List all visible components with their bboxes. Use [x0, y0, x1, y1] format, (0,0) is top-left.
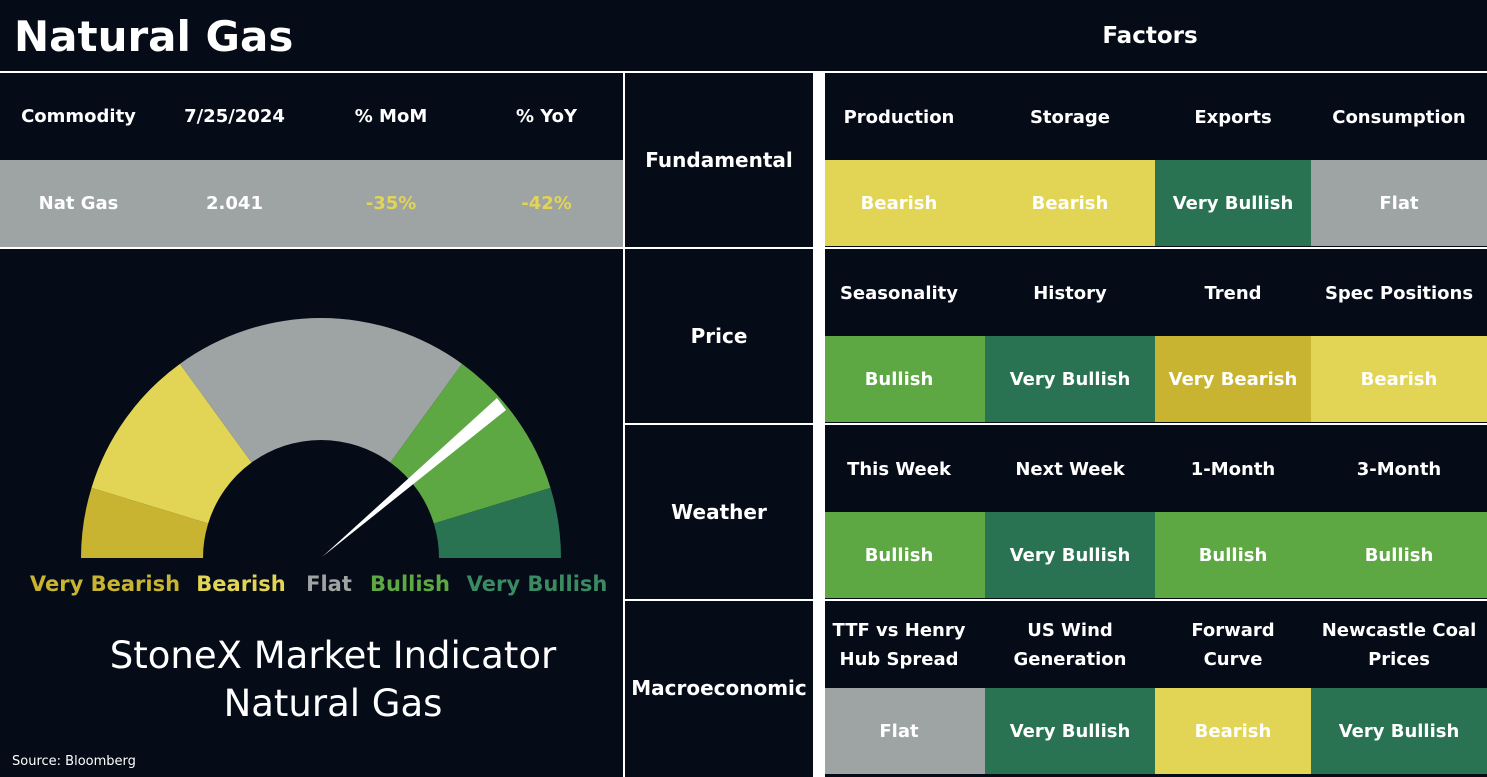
- divider: [0, 247, 623, 249]
- gauge-label: Very Bullish: [466, 571, 608, 596]
- factor-name: 3-Month: [1356, 458, 1442, 480]
- factor-rating: Bullish: [813, 336, 985, 422]
- divider: [623, 423, 1487, 425]
- factor-name: Spec Positions: [1324, 282, 1474, 304]
- gauge-label: Very Bearish: [29, 571, 181, 596]
- factor-rating: Very Bullish: [1155, 160, 1311, 246]
- table-header: Commodity: [21, 105, 136, 127]
- gauge-segment: [390, 363, 551, 524]
- factor-rating: Bearish: [985, 160, 1155, 246]
- factor-name: This Week: [847, 458, 951, 480]
- gauge: [81, 318, 561, 558]
- gauge-caption: StoneX Market Indicator: [109, 633, 557, 677]
- table-header: % MoM: [354, 105, 428, 127]
- table-cell: -35%: [365, 193, 417, 214]
- gauge-segment: [81, 487, 209, 558]
- factor-name: Seasonality: [839, 282, 959, 304]
- row-band: [0, 160, 623, 247]
- divider: [0, 71, 1487, 73]
- factor-rating: Flat: [1311, 160, 1487, 246]
- table-cell: Nat Gas: [38, 193, 119, 214]
- factor-rating: Bearish: [813, 160, 985, 246]
- source-note: Source: Bloomberg: [12, 753, 136, 769]
- factor-name: Next Week: [1015, 458, 1125, 480]
- factor-name: History: [1033, 282, 1107, 304]
- factor-name: Trend: [1204, 282, 1262, 304]
- factor-rating: Very Bullish: [985, 688, 1155, 774]
- gauge-label: Flat: [306, 571, 352, 596]
- factor-name: Production: [843, 106, 955, 128]
- gauge-caption: Natural Gas: [223, 681, 443, 725]
- factor-rating: Bearish: [1155, 688, 1311, 774]
- factor-category: Macroeconomic: [631, 675, 807, 700]
- factor-category: Weather: [671, 499, 767, 524]
- gauge-label: Bullish: [369, 571, 450, 596]
- factors-heading: Factors: [1102, 22, 1198, 49]
- factor-name: TTF vs Henry Hub Spread: [832, 620, 966, 670]
- table-cell: -42%: [521, 193, 572, 214]
- gauge-label: Bearish: [196, 571, 286, 596]
- factor-rating: Flat: [813, 688, 985, 774]
- divider: [623, 247, 1487, 249]
- factor-name: Forward Curve: [1191, 620, 1275, 670]
- factor-name: Newcastle Coal Prices: [1321, 620, 1477, 670]
- table-header: 7/25/2024: [184, 105, 285, 127]
- factor-rating: Very Bullish: [985, 512, 1155, 598]
- factor-rating: Bullish: [813, 512, 985, 598]
- factor-rating: Very Bullish: [1311, 688, 1487, 774]
- factor-rating: Bullish: [1155, 512, 1311, 598]
- gauge-segment: [433, 487, 561, 558]
- factor-name: Storage: [1029, 106, 1111, 128]
- gauge-segment: [179, 318, 463, 463]
- factor-name: Consumption: [1332, 106, 1466, 128]
- gauge-needle: [322, 398, 506, 557]
- gauge-segment: [91, 363, 252, 524]
- factor-rating: Very Bearish: [1155, 336, 1311, 422]
- factor-name: Exports: [1194, 106, 1272, 128]
- gauge-arcs: [81, 318, 561, 558]
- divider: [623, 599, 1487, 601]
- factor-category: Fundamental: [645, 147, 793, 172]
- table-header: % YoY: [515, 105, 578, 127]
- factor-name: 1-Month: [1190, 458, 1276, 480]
- divider: [813, 72, 825, 777]
- page-title: Natural Gas: [14, 11, 294, 61]
- factor-rating: Very Bullish: [985, 336, 1155, 422]
- factor-category: Price: [690, 323, 748, 348]
- table-cell: 2.041: [206, 193, 263, 214]
- factor-rating: Bullish: [1311, 512, 1487, 598]
- factor-rating: Bearish: [1311, 336, 1487, 422]
- factor-name: US Wind Generation: [1013, 620, 1127, 670]
